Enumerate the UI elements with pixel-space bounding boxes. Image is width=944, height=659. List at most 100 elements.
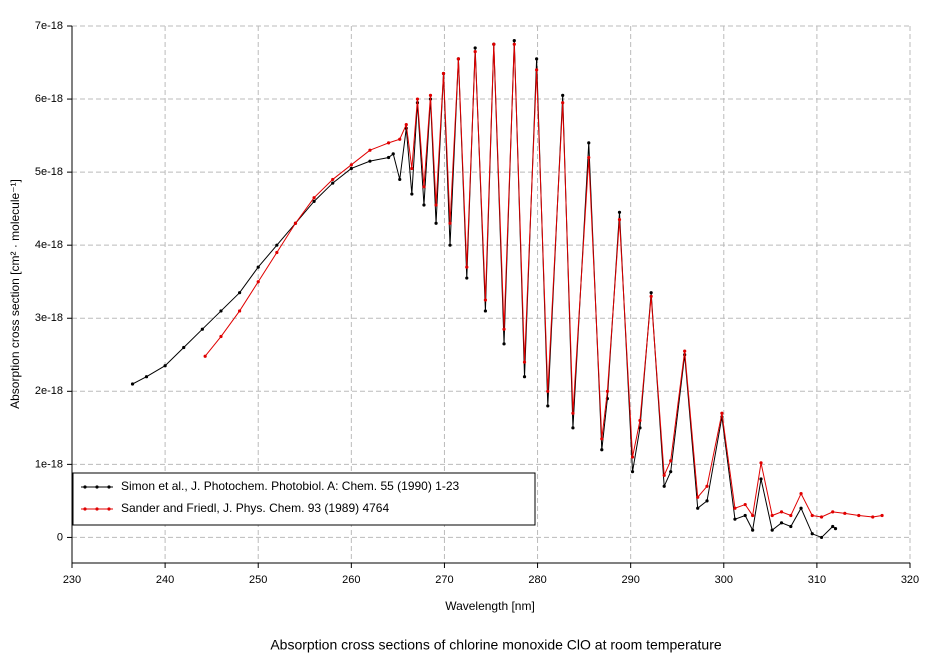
data-point [535,57,539,61]
data-point [275,243,279,247]
data-point [473,49,477,54]
data-point [571,411,575,415]
data-point [522,375,527,379]
data-point [256,265,260,269]
data-point [483,309,488,313]
data-point [819,535,824,540]
data-point [422,185,426,189]
data-point [600,437,604,441]
data-point [144,375,149,379]
data-point [600,448,604,452]
data-point [448,221,452,225]
data-point [810,532,814,536]
data-point [789,524,793,529]
data-point [312,199,316,203]
data-point [789,513,793,518]
data-point [696,495,700,499]
data-point [638,418,642,423]
data-point [561,93,565,98]
data-point [349,166,353,171]
data-point [492,42,496,46]
y-tick-label: 4e-18 [35,239,63,251]
data-point [448,243,452,247]
x-axis-label: Wavelength [nm] [445,599,535,613]
y-axis-label: Absorption cross section [cm² · molecule… [8,179,22,409]
data-point [546,404,550,408]
data-point [799,491,803,496]
x-tick-label: 250 [249,574,267,586]
data-point [200,327,204,331]
data-point [617,210,622,214]
data-point [733,506,737,510]
data-point [404,123,408,127]
data-point [398,177,402,182]
data-point [465,276,469,280]
data-point [368,148,372,152]
series-line [132,40,836,539]
legend-marker [107,485,111,489]
x-tick-label: 260 [342,574,360,586]
y-tick-label: 1e-18 [35,458,63,470]
data-point [743,502,747,507]
legend-label: Sander and Friedl, J. Phys. Chem. 93 (19… [121,501,389,515]
data-point [751,513,755,518]
x-tick-label: 230 [63,574,81,586]
data-point [770,528,774,532]
data-point [743,513,747,518]
data-point [857,513,861,518]
y-tick-label: 2e-18 [35,385,63,397]
data-point [819,515,824,519]
data-point [751,528,755,532]
x-tick-label: 310 [808,574,826,586]
data-point [770,513,774,518]
data-point [843,511,847,515]
data-point [759,477,763,481]
data-point [456,57,461,61]
data-point [428,93,433,98]
data-point [415,97,420,101]
y-tick-label: 5e-18 [35,166,63,178]
data-point [831,510,835,514]
data-point [705,484,709,488]
y-tick-label: 3e-18 [35,312,63,324]
data-point [238,309,242,313]
data-point [502,342,506,346]
legend-marker [95,485,99,489]
data-point [512,42,516,46]
data-point [275,250,279,255]
data-point [398,137,402,141]
x-tick-label: 320 [901,574,919,586]
data-point [696,506,700,510]
data-point [331,181,335,185]
data-point [630,455,635,459]
data-point [522,360,527,364]
data-point [441,71,446,76]
legend-box [72,472,536,526]
x-tick-label: 280 [528,574,546,586]
series-line [204,44,883,518]
chart-title: Absorption cross sections of chlorine mo… [270,637,722,653]
data-point [512,39,516,43]
data-point [219,334,223,339]
data-point [662,473,666,477]
x-tick-label: 300 [715,574,733,586]
data-point [705,499,709,503]
data-point [587,155,591,160]
data-point [617,218,622,222]
data-point [386,155,391,160]
x-tick-label: 290 [621,574,639,586]
data-point [759,461,763,465]
data-point [410,192,414,196]
data-point [649,294,653,298]
data-point [662,484,666,488]
data-point [587,141,591,145]
data-point [561,101,565,105]
data-point [434,221,438,225]
data-point [779,510,784,514]
data-point [871,515,875,519]
y-tick-label: 6e-18 [35,93,63,105]
data-point [473,46,477,50]
data-point [833,527,838,531]
y-tick-label: 7e-18 [35,20,63,32]
